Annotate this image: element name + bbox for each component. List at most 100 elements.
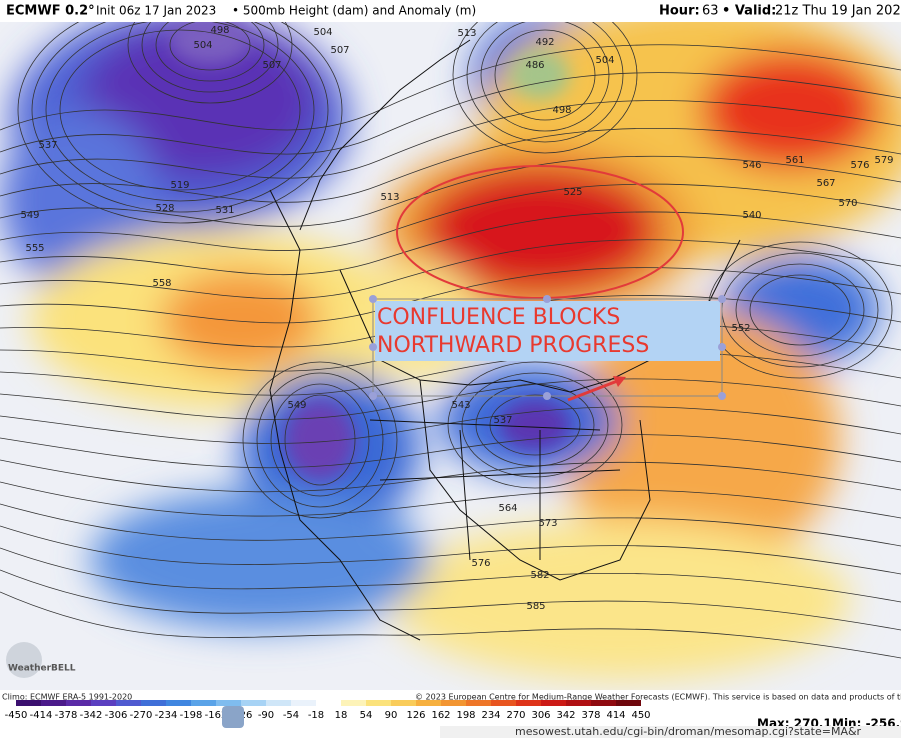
init: Init 06z 17 Jan 2023	[96, 4, 216, 18]
colorbar-tick-label: -90	[258, 710, 274, 721]
contour-line	[0, 459, 901, 493]
contour-label: 537	[493, 415, 512, 426]
colorbar-cell	[366, 700, 391, 706]
colorbar-tick-label: 234	[481, 710, 500, 721]
arrow	[567, 378, 621, 402]
colorbar: -450-414-378-342-306-270-234-198-162-126…	[5, 700, 651, 721]
contour-line	[0, 127, 901, 203]
valid: 21z Thu 19 Jan 2023	[775, 4, 901, 19]
contour-line	[0, 591, 901, 659]
contour-ring	[480, 22, 610, 132]
contour-label: 528	[155, 203, 174, 214]
colorbar-cell	[441, 700, 466, 706]
contour-ring	[447, 361, 623, 489]
product: • 500mb Height (dam) and Anomaly (m)	[232, 4, 476, 18]
colorbar-tick-label: -378	[55, 710, 78, 721]
colorbar-cell	[391, 700, 416, 706]
map: 504 504 507 507 498 537 519 528 531 549 555 558 513 5…	[0, 22, 901, 690]
colorbar-cell	[291, 700, 316, 706]
contour-line	[0, 378, 901, 420]
hour: 63	[702, 4, 719, 19]
contour-ring	[141, 22, 279, 93]
colorbar-tick-label: -342	[80, 710, 103, 721]
contour-ring	[17, 22, 343, 224]
colorbar-cell	[141, 700, 166, 706]
colorbar-tick-label: 378	[581, 710, 600, 721]
colorbar-cell	[341, 700, 366, 706]
colorbar-cell	[16, 700, 41, 706]
colorbar-cell	[91, 700, 116, 706]
contour-ring	[270, 383, 370, 497]
colorbar-tick-label: -162	[205, 710, 228, 721]
annotation-box	[375, 301, 720, 361]
contour-ring	[494, 29, 596, 121]
contour-ring	[735, 263, 865, 357]
colorbar-tick-label: 198	[456, 710, 475, 721]
contour-line	[0, 239, 901, 300]
contour-label: 543	[451, 400, 470, 411]
contour-label: 492	[535, 37, 554, 48]
contour-label: 579	[874, 155, 893, 166]
contour-ring	[127, 22, 293, 104]
colorbar-tick-label: -270	[130, 710, 153, 721]
contour-label: 525	[563, 187, 582, 198]
contour-ring	[31, 22, 329, 213]
colorbar-tick-label: -450	[5, 710, 28, 721]
contour-label: 486	[525, 60, 544, 71]
colorbar-cell	[166, 700, 191, 706]
colorbar-tick-label: 54	[360, 710, 373, 721]
contour-label: 513	[457, 28, 476, 39]
selection-handles	[369, 295, 726, 400]
contour-label: 507	[262, 60, 281, 71]
colorbar-cell	[116, 700, 141, 706]
colorbar-tick-label: -306	[105, 710, 128, 721]
contour-line	[0, 434, 901, 469]
contour-line	[0, 503, 901, 547]
colorbar-cell	[241, 700, 266, 706]
colorbar-cell	[66, 700, 91, 706]
contour-line	[0, 155, 901, 227]
contour-line	[0, 100, 901, 179]
colorbar-cell	[316, 700, 341, 706]
contour-label: 498	[552, 105, 571, 116]
contour-label: 576	[850, 160, 869, 171]
colorbar-cell	[516, 700, 541, 706]
colorbar-cell	[266, 700, 291, 706]
copyright: © 2023 European Centre for Medium-Range …	[415, 693, 901, 702]
contour-ring	[461, 372, 609, 478]
contour-label: 567	[816, 178, 835, 189]
status-bar	[440, 726, 901, 738]
arrow-head	[613, 376, 626, 387]
contour-label: 498	[210, 25, 229, 36]
hour-label: Hour:	[659, 4, 700, 19]
contour-label: 519	[170, 180, 189, 191]
contour-line	[0, 183, 901, 251]
contour-label: 552	[731, 323, 750, 334]
contour-ring	[284, 394, 356, 486]
contour-labels: 504 504 507 507 498 537 519 528 531 549 555 558 513 5…	[20, 25, 893, 612]
climo: Climo: ECMWF ERA-5 1991-2020	[2, 693, 132, 702]
colorbar-tick-label: 450	[631, 710, 650, 721]
annotation-line: CONFLUENCE BLOCKS	[377, 305, 620, 330]
contour-label: 555	[25, 243, 44, 254]
colorbar-cell	[416, 700, 441, 706]
colorbar-cell	[191, 700, 216, 706]
contour-label: 558	[152, 278, 171, 289]
contour-label: 504	[595, 55, 614, 66]
contour-label: 507	[330, 45, 349, 56]
contour-label: 504	[313, 27, 332, 38]
colorbar-tick-label: 90	[385, 710, 398, 721]
model: ECMWF 0.2°	[6, 4, 95, 19]
colorbar-tick-label: 270	[506, 710, 525, 721]
contour-label: 582	[530, 570, 549, 581]
contour-ring	[256, 372, 384, 508]
contour-line	[0, 211, 901, 275]
contour-label: 537	[38, 140, 57, 151]
contour-ring	[749, 274, 851, 346]
colorbar-tick-label: 306	[531, 710, 550, 721]
contour-label: 570	[838, 198, 857, 209]
contour-line	[0, 569, 901, 631]
logo: WeatherBELL	[8, 664, 76, 674]
taskbar-icon[interactable]	[222, 706, 244, 728]
